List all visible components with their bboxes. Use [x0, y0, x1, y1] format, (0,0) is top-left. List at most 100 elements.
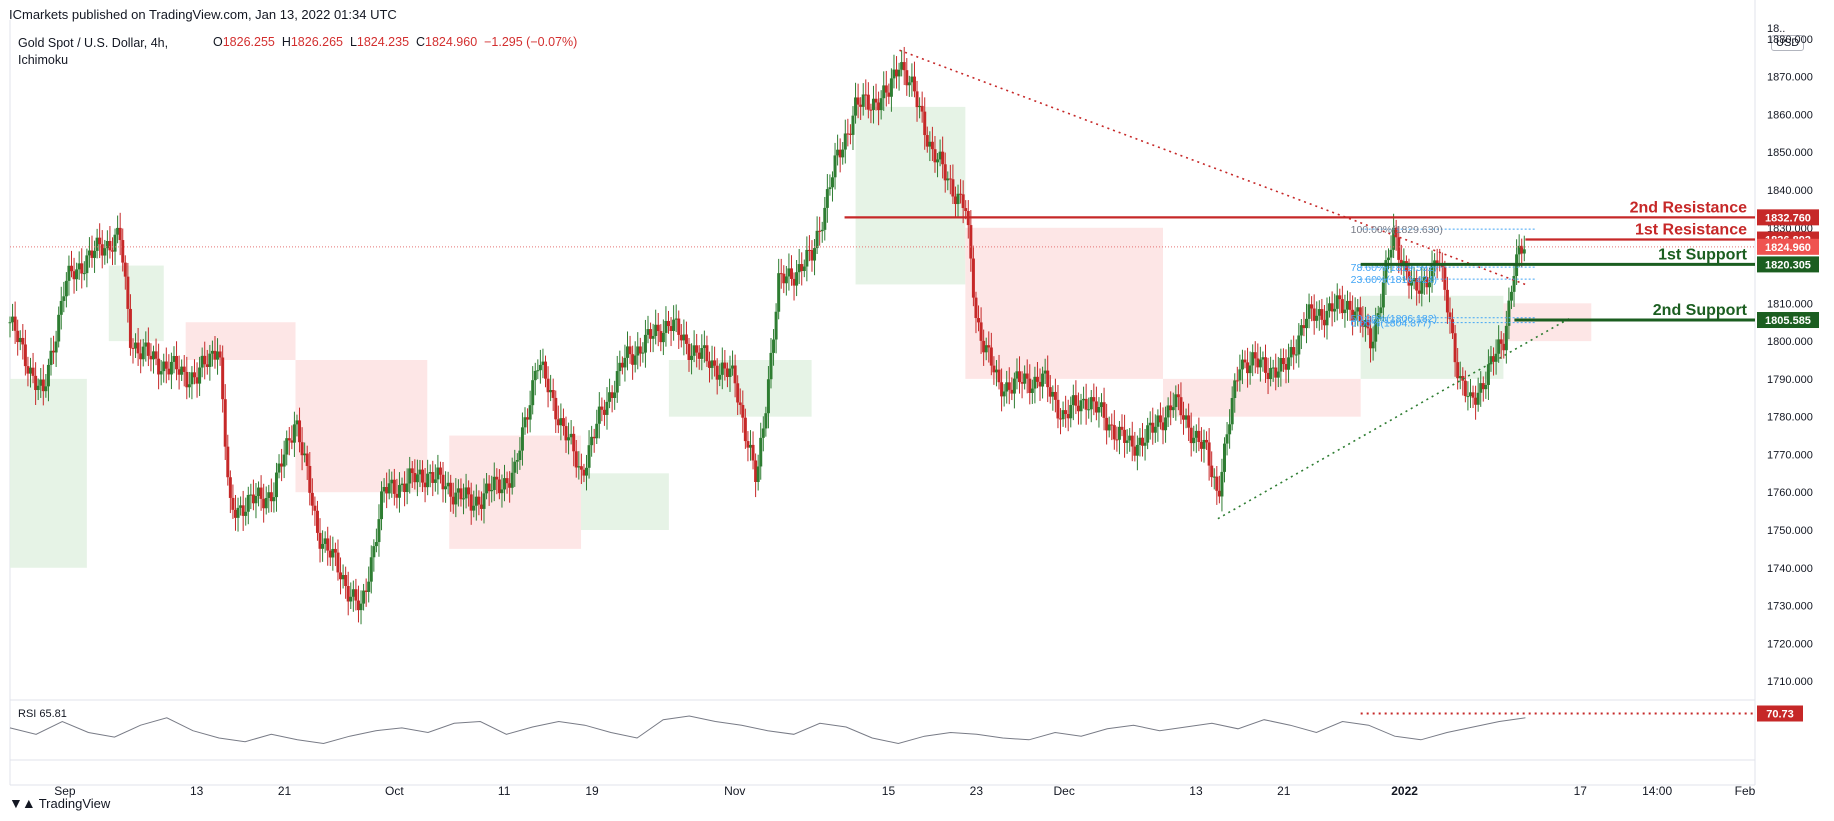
candle-body — [177, 369, 181, 375]
candle-body — [1297, 335, 1301, 355]
candle-body — [946, 178, 950, 181]
candle-body — [528, 405, 532, 420]
candle-body — [769, 352, 773, 380]
candle-body — [533, 370, 537, 381]
candle-body — [1307, 304, 1311, 319]
candle-body — [938, 151, 942, 160]
candle-body — [587, 445, 591, 468]
candle-body — [44, 386, 48, 392]
candle-body — [1443, 266, 1447, 290]
candle-body — [390, 479, 394, 484]
candle-body — [628, 346, 632, 355]
candle-body — [1161, 422, 1165, 431]
candle-body — [953, 196, 957, 205]
candle-body — [200, 355, 204, 368]
candle-body — [259, 487, 263, 499]
high-value: 1826.265 — [290, 35, 343, 49]
candle-body — [1430, 264, 1434, 283]
candle-body — [1310, 304, 1314, 309]
candle-body — [1276, 371, 1280, 378]
candle-body — [1507, 300, 1511, 326]
candle-body — [797, 264, 801, 273]
candle-body — [672, 319, 676, 332]
candle-body — [13, 316, 17, 331]
candle-body — [625, 346, 629, 358]
candle-body — [951, 179, 955, 197]
candle-body — [761, 428, 765, 438]
candle-body — [351, 589, 355, 597]
candle-body — [116, 227, 120, 235]
candle-body — [277, 463, 281, 473]
candle-body — [1287, 357, 1291, 370]
candle-body — [1356, 307, 1360, 312]
candle-body — [1125, 440, 1129, 443]
candle-body — [1233, 380, 1237, 399]
symbol-legend[interactable]: Gold Spot / U.S. Dollar, 4h, Ichimoku — [18, 35, 168, 69]
candle-body — [1102, 402, 1106, 418]
candle-body — [105, 241, 109, 249]
candle-body — [772, 339, 776, 353]
candle-body — [421, 469, 425, 483]
candle-body — [323, 538, 327, 544]
candle-body — [405, 483, 409, 493]
candle-body — [620, 362, 624, 368]
candle-body — [879, 98, 883, 111]
candle-body — [1497, 339, 1501, 354]
candle-body — [1315, 315, 1319, 321]
last-price-badge-text: 1824.960 — [1765, 242, 1811, 254]
candle-body — [741, 404, 745, 418]
candle-body — [569, 433, 573, 438]
candle-body — [185, 371, 189, 388]
candle-body — [818, 230, 822, 232]
candle-body — [754, 460, 758, 482]
y-tick-label: 1820.000 — [1767, 261, 1813, 273]
candle-body — [1135, 444, 1139, 456]
candle-body — [1471, 392, 1475, 398]
candle-body — [1397, 237, 1401, 260]
candle-body — [362, 590, 366, 604]
candle-body — [841, 149, 845, 158]
candle-body — [1340, 299, 1344, 314]
candle-body — [1092, 397, 1096, 402]
currency-button[interactable]: USD — [1771, 35, 1805, 51]
candle-body — [1064, 410, 1068, 415]
candle-body — [651, 335, 655, 339]
candle-body — [1207, 442, 1211, 466]
candle-body — [746, 441, 750, 448]
candle-body — [64, 280, 68, 297]
candle-body — [664, 320, 668, 333]
candle-body — [1461, 376, 1465, 381]
candle-body — [636, 346, 640, 356]
candle-body — [1325, 310, 1329, 326]
candle-body — [1353, 311, 1357, 321]
rsi-badge-text: 70.73 — [1766, 708, 1794, 720]
candle-body — [918, 105, 922, 108]
candle-body — [1351, 309, 1355, 321]
y-tick-label: 1840.000 — [1767, 185, 1813, 197]
candle-body — [690, 355, 694, 360]
footer[interactable]: ▼▲ TradingView — [9, 795, 110, 811]
ichimoku-cloud — [449, 435, 582, 549]
candle-body — [964, 208, 968, 212]
candle-body — [961, 194, 965, 209]
footer-brand: TradingView — [38, 795, 111, 811]
candle-body — [69, 265, 73, 272]
ichimoku-cloud — [1503, 303, 1592, 342]
candle-body — [57, 314, 61, 342]
candle-body — [702, 345, 706, 349]
candle-body — [1271, 367, 1275, 369]
candle-body — [1466, 396, 1470, 398]
candle-body — [221, 357, 225, 400]
candle-body — [239, 505, 243, 508]
candle-body — [1158, 415, 1162, 423]
candle-body — [210, 350, 214, 354]
candle-body — [1343, 309, 1347, 314]
price-badge-text: 1832.760 — [1765, 212, 1811, 224]
y-tick-label: 1770.000 — [1767, 449, 1813, 461]
candle-body — [526, 417, 530, 420]
candle-body — [62, 296, 66, 301]
candle-body — [590, 436, 594, 446]
candle-body — [1433, 260, 1437, 265]
y-tick-label: 1730.000 — [1767, 601, 1813, 613]
